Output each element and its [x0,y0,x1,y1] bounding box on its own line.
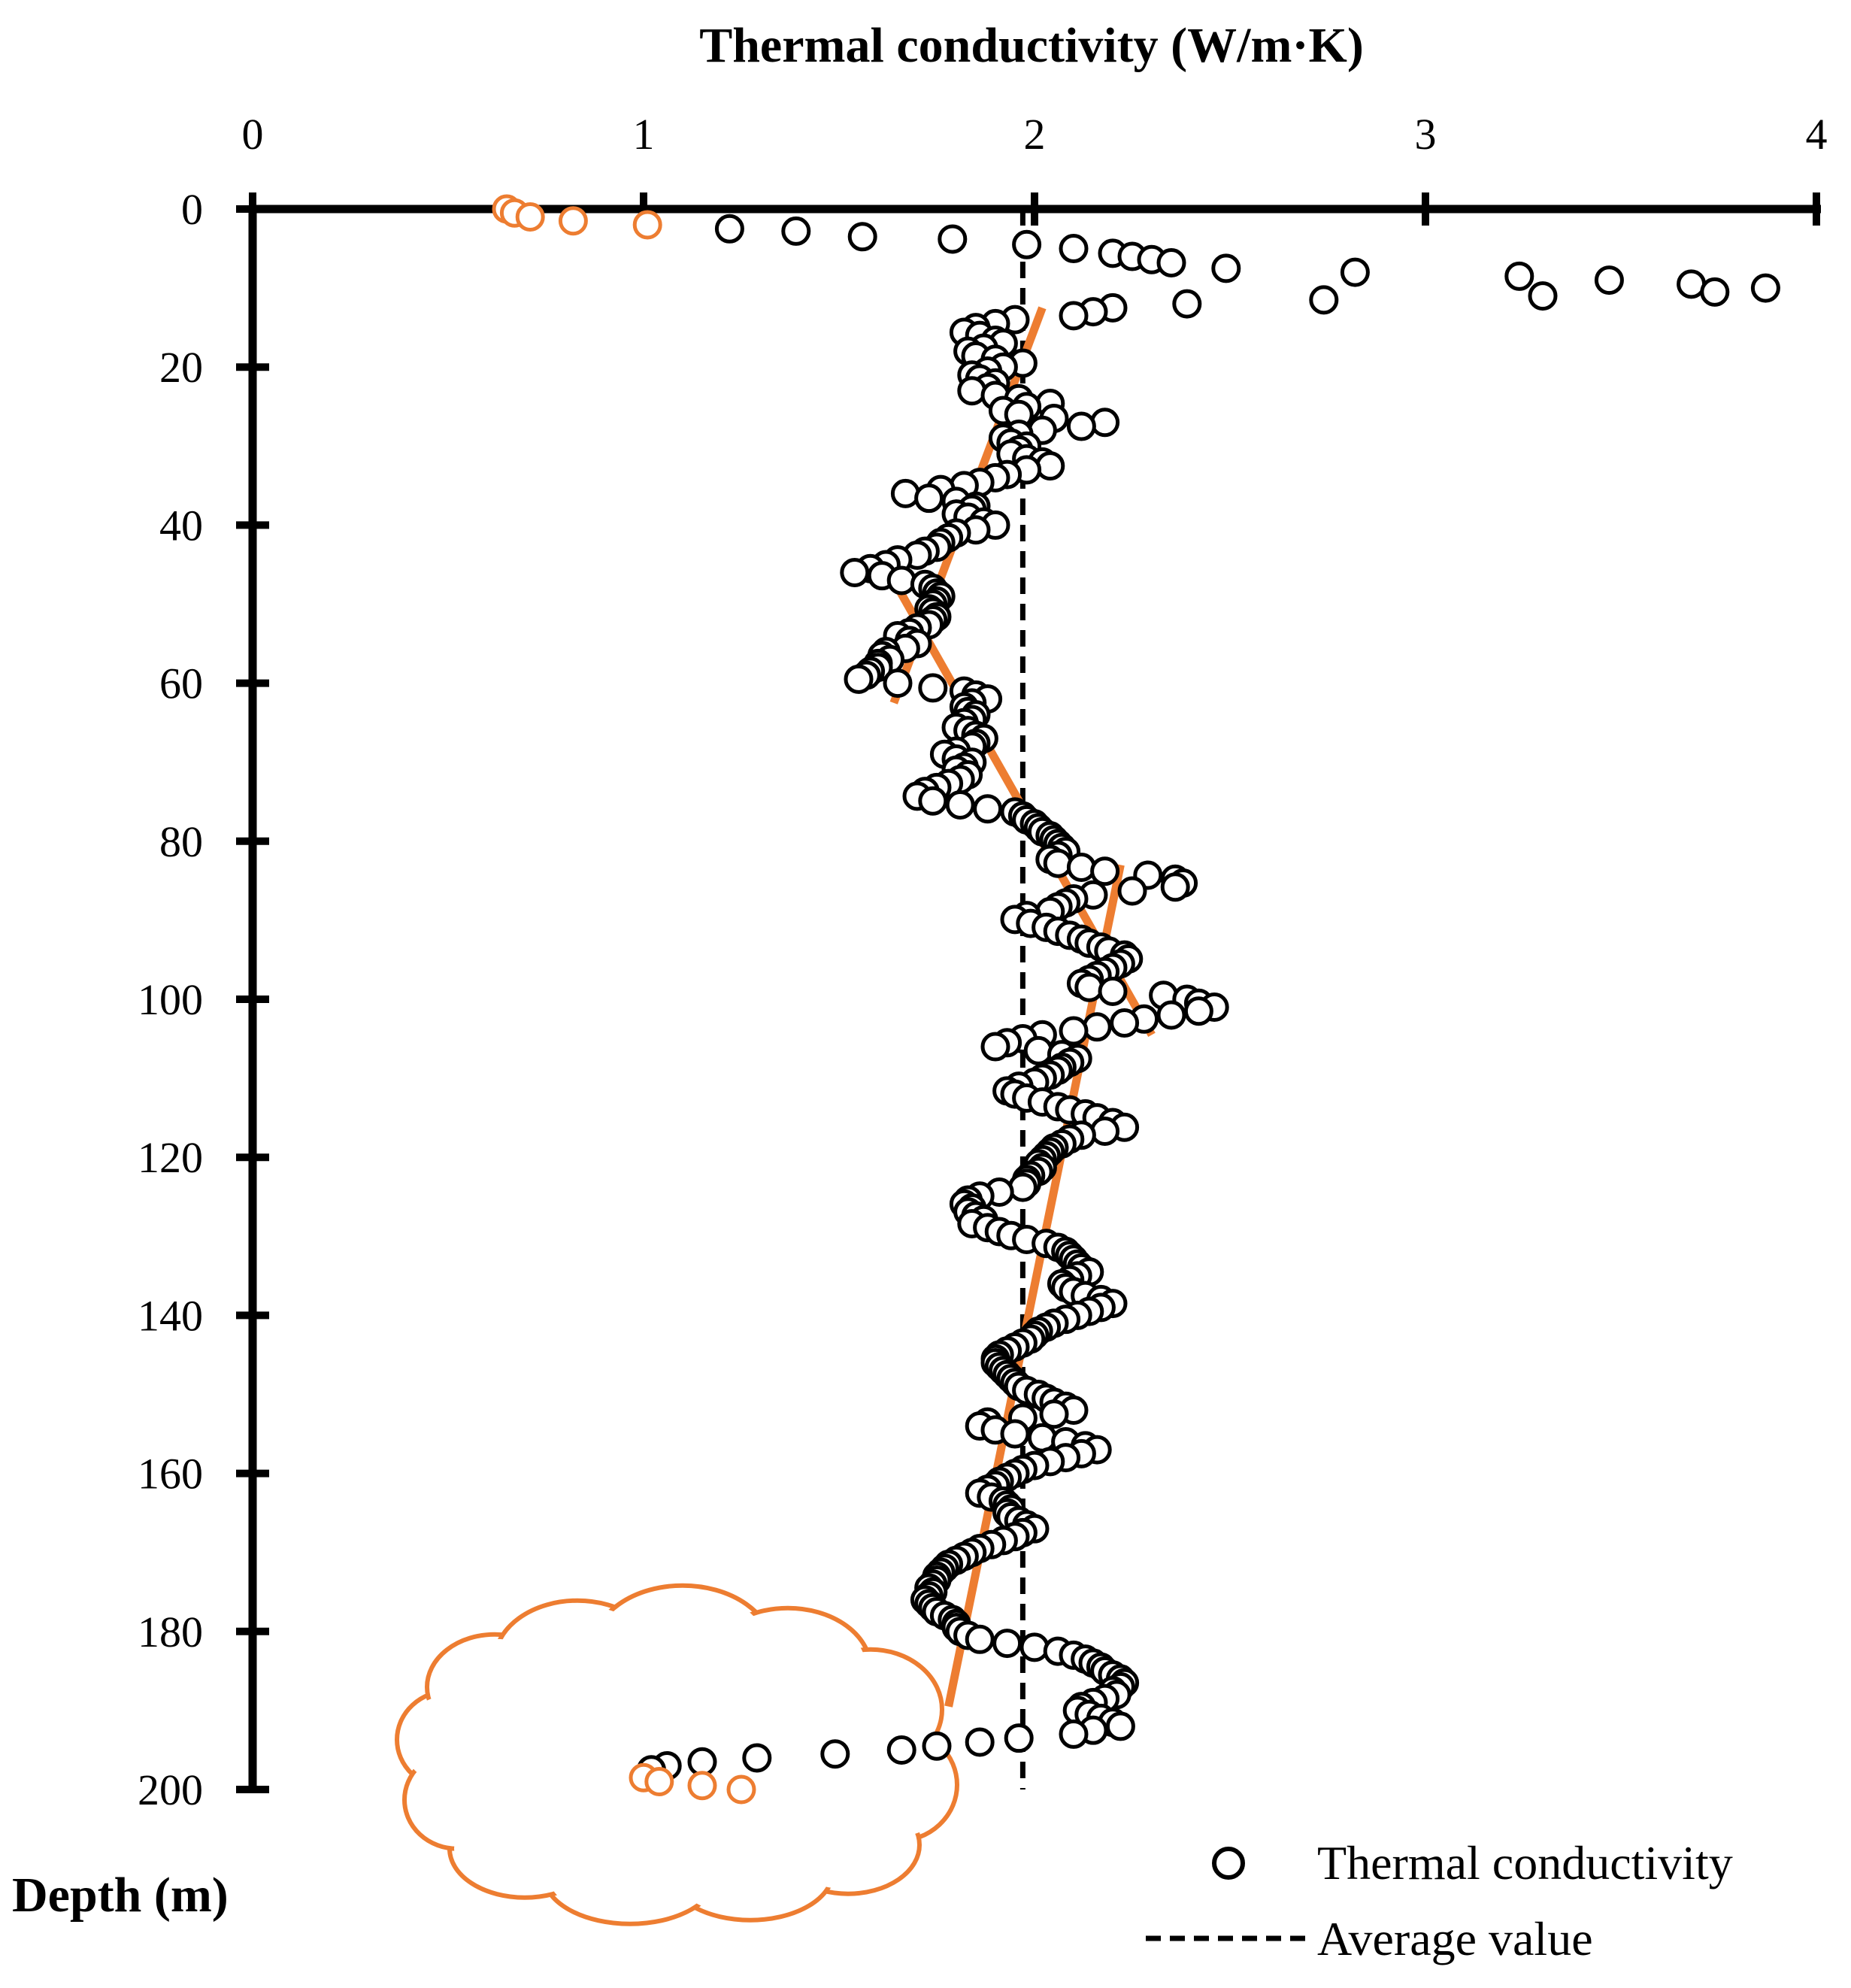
data-point [1000,1419,1030,1449]
legend-label-thermal-conductivity: Thermal conductivity [1317,1836,1733,1890]
data-point [1019,1632,1050,1662]
data-point [1090,856,1120,886]
y-tick-label: 20 [159,343,203,392]
data-point [957,376,987,406]
data-point [847,222,877,252]
x-tick-label: 4 [1806,110,1828,159]
data-point [1090,1117,1120,1147]
y-tick-label: 0 [181,185,203,234]
data-point [886,1735,916,1765]
legend-marker-circle [1212,1847,1245,1880]
y-tick-label: 40 [159,501,203,550]
data-point [1160,872,1190,902]
outlier-data-point [515,202,545,232]
data-point [1059,234,1089,264]
data-point [714,214,744,244]
data-point [980,1032,1010,1062]
data-point [1117,876,1147,906]
outlier-data-point [558,206,588,236]
data-point [1059,1016,1089,1046]
outlier-data-point [632,210,662,240]
x-tick-label: 1 [633,110,655,159]
data-point [1082,1012,1112,1042]
data-point [1105,1711,1135,1741]
cloud-core [457,1656,908,1883]
data-point [1528,281,1558,311]
y-tick-label: 80 [159,817,203,866]
data-point [883,668,913,699]
data-point [1012,229,1042,259]
y-tick-label: 180 [138,1608,203,1656]
data-point [1340,257,1370,287]
data-point [918,786,948,816]
trend-line [944,864,1125,1708]
data-point [687,1747,717,1777]
data-point [1211,253,1241,283]
data-point [742,1743,772,1773]
data-point [1098,976,1128,1006]
chart-title: Thermal conductivity (W/m·K) [699,18,1364,73]
data-point [1066,852,1096,882]
legend-label-average-value: Average value [1317,1912,1593,1965]
y-axis-label: Depth (m) [12,1868,229,1923]
data-point [922,1731,952,1761]
y-tick-label: 160 [138,1450,203,1499]
data-point [1007,1172,1038,1202]
data-point [1059,1719,1089,1749]
data-point [1059,301,1089,331]
data-point [820,1739,850,1769]
cloud-annotation [395,1583,959,1926]
outlier-data-point [687,1771,717,1801]
data-point [1750,273,1780,303]
y-tick-label: 140 [138,1291,203,1340]
data-point [844,664,874,694]
data-point [1066,411,1096,441]
data-point [945,789,975,820]
data-point [1700,277,1730,307]
y-tick-label: 60 [159,659,203,708]
data-point [886,565,916,595]
data-point [890,478,920,508]
data-point [1035,451,1065,481]
x-tick-label: 0 [242,110,264,159]
data-point [1110,1008,1140,1038]
data-points [492,194,1780,1805]
data-point [1027,1423,1057,1453]
data-point [1043,848,1073,878]
data-point [781,216,811,246]
data-point [1004,1723,1034,1753]
data-point [1023,1035,1053,1065]
data-point [840,557,870,587]
data-point [1594,265,1624,295]
data-point [914,483,944,514]
data-point [973,794,1003,824]
y-tick-label: 200 [138,1765,203,1814]
data-point [1090,408,1120,438]
y-tick-label: 120 [138,1133,203,1182]
outlier-data-point [644,1766,674,1796]
data-point [1156,247,1186,277]
data-point [965,1624,995,1654]
x-tick-label: 3 [1415,110,1437,159]
data-point [1074,972,1104,1002]
cloud-shape [395,1583,959,1926]
x-tick-label: 2 [1024,110,1046,159]
data-point [1156,1000,1186,1030]
data-point [992,1629,1022,1659]
data-point [965,1727,995,1757]
data-point [1504,261,1534,291]
data-point [918,673,948,703]
data-point [1309,285,1339,315]
data-point [1039,1399,1069,1429]
data-point [938,224,968,254]
y-tick-label: 100 [138,975,203,1024]
data-point [1183,996,1213,1026]
data-point [1172,289,1202,319]
legend: Thermal conductivity Average value [1146,1836,1733,1965]
outlier-data-point [726,1774,756,1805]
